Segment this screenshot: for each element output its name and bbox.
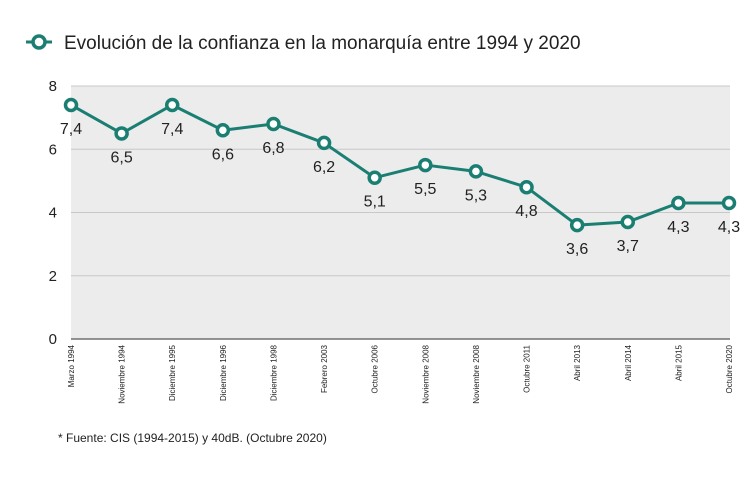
data-point: [671, 195, 686, 211]
data-point: [63, 97, 79, 113]
data-point: [620, 214, 636, 230]
x-tick-label: Noviembre 1994: [118, 344, 127, 403]
x-tick-label: Noviembre 2008: [421, 344, 430, 403]
x-tick-label: Noviembre 2008: [472, 344, 481, 403]
x-tick-label: Abril 2014: [624, 344, 633, 381]
x-tick-label: Octubre 2020: [725, 344, 734, 393]
data-label: 3,7: [617, 238, 639, 255]
legend: Evolución de la confianza en la monarquí…: [26, 33, 581, 54]
data-point: [721, 195, 737, 211]
x-tick-label: Abril 2015: [674, 344, 683, 381]
data-point: [164, 97, 180, 113]
x-tick-label: Octubre 2011: [523, 344, 532, 392]
data-label: 6,8: [262, 140, 284, 157]
x-tick-label: Diciembre 1995: [168, 344, 177, 401]
data-label: 5,1: [364, 194, 386, 211]
series-line: [70, 103, 729, 227]
x-tick-label: Octubre 2006: [371, 344, 380, 393]
data-label: 6,2: [313, 159, 335, 176]
x-axis: Marzo 1994 Noviembre 1994 Diciembre 1995 Di…: [67, 344, 734, 403]
data-point: [468, 164, 484, 179]
data-label: 4,3: [718, 219, 740, 236]
x-tick-label: Febrero 2003: [320, 344, 329, 393]
y-tick-label: 8: [49, 78, 57, 95]
data-point: [367, 170, 382, 185]
series-confianza: 7,4 6,5 7,4 6,6 6,8 6,2 5,1 5,5 5,3 4,8 3,6 3,7 4,3 4…: [60, 97, 740, 258]
data-label: 3,6: [566, 241, 588, 258]
y-tick-label: 2: [49, 268, 57, 285]
data-point: [569, 217, 585, 233]
y-axis: 0 2 4 6 8: [49, 78, 57, 348]
data-label: 4,3: [667, 219, 689, 236]
data-point: [114, 126, 129, 141]
data-label: 6,6: [212, 146, 234, 163]
data-label: 5,5: [414, 181, 436, 198]
data-point: [316, 135, 332, 151]
x-tick-label: Diciembre 1998: [269, 344, 278, 401]
x-tick-label: Abril 2013: [573, 344, 582, 381]
x-tick-label: Diciembre 1996: [219, 344, 228, 401]
data-label: 4,8: [515, 203, 537, 220]
gridlines: [71, 85, 730, 340]
y-tick-label: 0: [49, 331, 57, 348]
chart-title: Evolución de la confianza en la monarquí…: [64, 33, 581, 54]
data-point: [215, 123, 231, 138]
data-point: [519, 179, 534, 195]
x-tick-label: Marzo 1994: [67, 344, 76, 387]
data-label: 5,3: [465, 187, 487, 204]
data-point: [418, 157, 433, 173]
data-label: 6,5: [110, 149, 132, 166]
y-tick-label: 6: [49, 141, 57, 158]
data-label: 7,4: [60, 121, 82, 138]
data-label: 7,4: [161, 121, 183, 138]
legend-circle-marker: [31, 34, 47, 50]
y-tick-label: 4: [49, 205, 57, 222]
data-point: [266, 116, 281, 132]
source-note: * Fuente: CIS (1994-2015) y 40dB. (Octub…: [58, 431, 327, 445]
